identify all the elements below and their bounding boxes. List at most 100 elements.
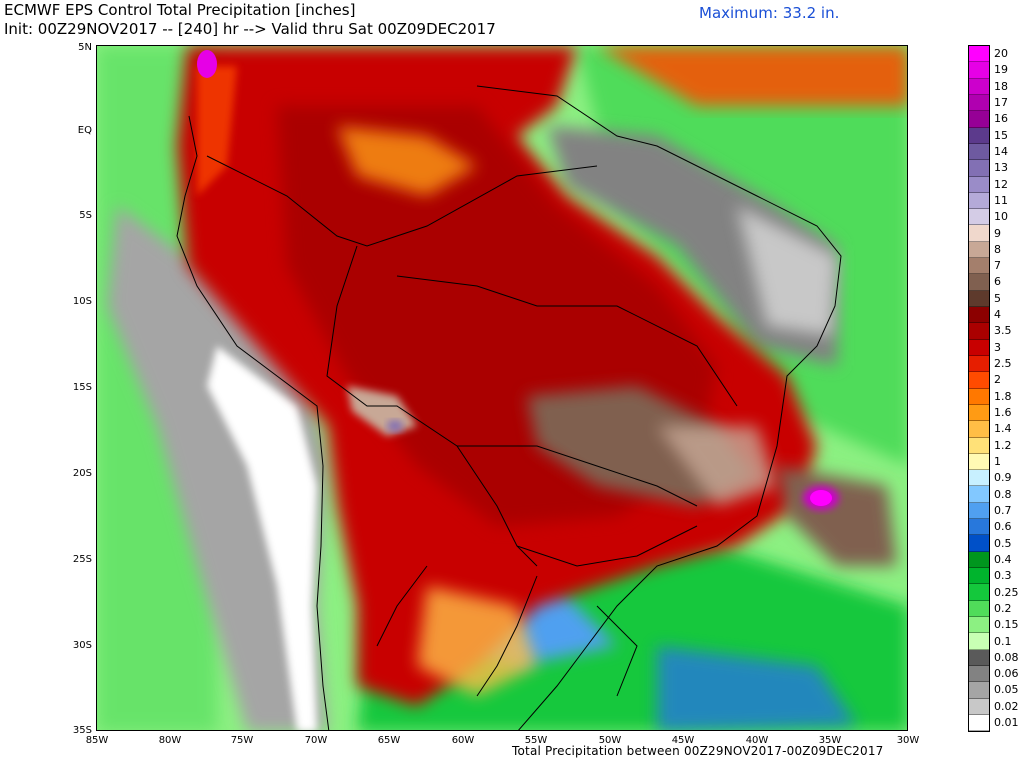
legend-swatch	[969, 714, 989, 732]
legend-label: 3.5	[994, 324, 1012, 338]
lat-label: 10S	[72, 296, 92, 307]
lon-label: 70W	[304, 735, 328, 746]
legend-label: 5	[994, 291, 1001, 305]
lon-label: 50W	[598, 735, 622, 746]
legend-label: 19	[994, 63, 1008, 77]
legend-label: 11	[994, 193, 1008, 207]
lon-label: 65W	[377, 735, 401, 746]
legend-label: 20	[994, 47, 1008, 60]
legend-label: 0.6	[994, 520, 1012, 534]
legend-swatch	[969, 274, 989, 291]
legend-label: 0.8	[994, 487, 1012, 501]
legend-swatch	[969, 437, 989, 454]
chart-title: ECMWF EPS Control Total Precipitation [i…	[4, 1, 356, 19]
legend-label: 1.2	[994, 438, 1012, 452]
legend-swatch	[969, 568, 989, 585]
legend-label: 0.9	[994, 471, 1012, 485]
legend-label: 4	[994, 308, 1001, 322]
legend-swatch	[969, 192, 989, 210]
lon-label: 40W	[745, 735, 769, 746]
legend-label: 0.5	[994, 536, 1012, 550]
legend-label: 2	[994, 373, 1001, 387]
legend-label: 18	[994, 79, 1008, 93]
legend-swatch	[969, 453, 989, 471]
legend-swatch	[969, 176, 989, 193]
legend-label: 3	[994, 340, 1001, 354]
legend-swatch	[969, 682, 989, 699]
legend-swatch	[969, 535, 989, 552]
legend-label: 0.08	[994, 650, 1019, 664]
footer-caption: Total Precipitation between 00Z29NOV2017…	[512, 744, 884, 758]
legend-label: 0.2	[994, 601, 1012, 615]
legend-label: 0.05	[994, 683, 1019, 697]
lon-label: 85W	[85, 735, 109, 746]
legend-label: 7	[994, 259, 1001, 273]
legend-swatch	[969, 404, 989, 422]
legend-swatch	[969, 225, 989, 242]
legend-swatch	[969, 421, 989, 438]
legend-label: 16	[994, 112, 1008, 126]
legend-label: 12	[994, 177, 1008, 191]
legend-swatch	[969, 143, 989, 161]
legend-swatch	[969, 649, 989, 666]
lat-label: 5N	[78, 42, 92, 53]
legend-swatch	[969, 62, 989, 79]
legend-label: 0.1	[994, 634, 1012, 648]
lon-label: 80W	[158, 735, 182, 746]
legend-label: 0.3	[994, 569, 1012, 583]
legend-label: 1.8	[994, 389, 1012, 403]
legend-swatch	[969, 355, 989, 373]
legend-swatch	[969, 46, 989, 63]
lat-label: EQ	[77, 125, 92, 136]
legend-label: 1.6	[994, 406, 1012, 420]
legend-label: 17	[994, 95, 1008, 109]
legend-swatch	[969, 633, 989, 650]
legend-label: 0.15	[994, 618, 1019, 632]
legend-swatch	[969, 584, 989, 601]
lat-label: 30S	[72, 640, 92, 651]
legend-label: 14	[994, 144, 1008, 158]
legend-label: 0.01	[994, 716, 1019, 730]
lon-label: 35W	[818, 735, 842, 746]
lat-label: 5S	[79, 210, 92, 221]
legend-label: 6	[994, 275, 1001, 289]
legend-swatch	[969, 241, 989, 259]
legend-label: 2.5	[994, 357, 1012, 371]
maximum-label: Maximum: 33.2 in.	[699, 4, 840, 22]
legend-swatch	[969, 616, 989, 634]
legend-label: 8	[994, 242, 1001, 256]
legend-swatch	[969, 323, 989, 340]
lon-label: 30W	[896, 735, 920, 746]
lat-label: 20S	[72, 468, 92, 479]
legend-swatch	[969, 388, 989, 405]
legend-label: 0.4	[994, 552, 1012, 566]
legend-label: 1	[994, 455, 1001, 468]
chart-subtitle: Init: 00Z29NOV2017 -- [240] hr --> Valid…	[4, 20, 496, 38]
legend-swatch	[969, 486, 989, 503]
legend-swatch	[969, 290, 989, 307]
legend-label: 0.25	[994, 585, 1019, 599]
lon-label: 55W	[524, 735, 548, 746]
lon-label: 45W	[671, 735, 695, 746]
legend-swatch	[969, 502, 989, 520]
lat-label: 35S	[72, 725, 92, 736]
legend-swatch	[969, 209, 989, 226]
legend-label: 9	[994, 226, 1001, 240]
lon-label: 60W	[451, 735, 475, 746]
legend-swatch	[969, 470, 989, 487]
legend-swatch	[969, 339, 989, 356]
precipitation-map	[96, 45, 908, 731]
legend-swatch	[969, 551, 989, 568]
legend-swatch	[969, 307, 989, 324]
legend-swatch	[969, 600, 989, 617]
lat-label: 15S	[72, 382, 92, 393]
legend-label: 15	[994, 128, 1008, 142]
lon-label: 75W	[230, 735, 254, 746]
legend-label: 0.7	[994, 503, 1012, 517]
legend-swatch	[969, 698, 989, 715]
legend-swatch	[969, 258, 989, 275]
legend-swatch	[969, 127, 989, 144]
legend-label: 0.06	[994, 667, 1019, 681]
legend-label: 1.4	[994, 422, 1012, 436]
legend-swatch	[969, 519, 989, 536]
